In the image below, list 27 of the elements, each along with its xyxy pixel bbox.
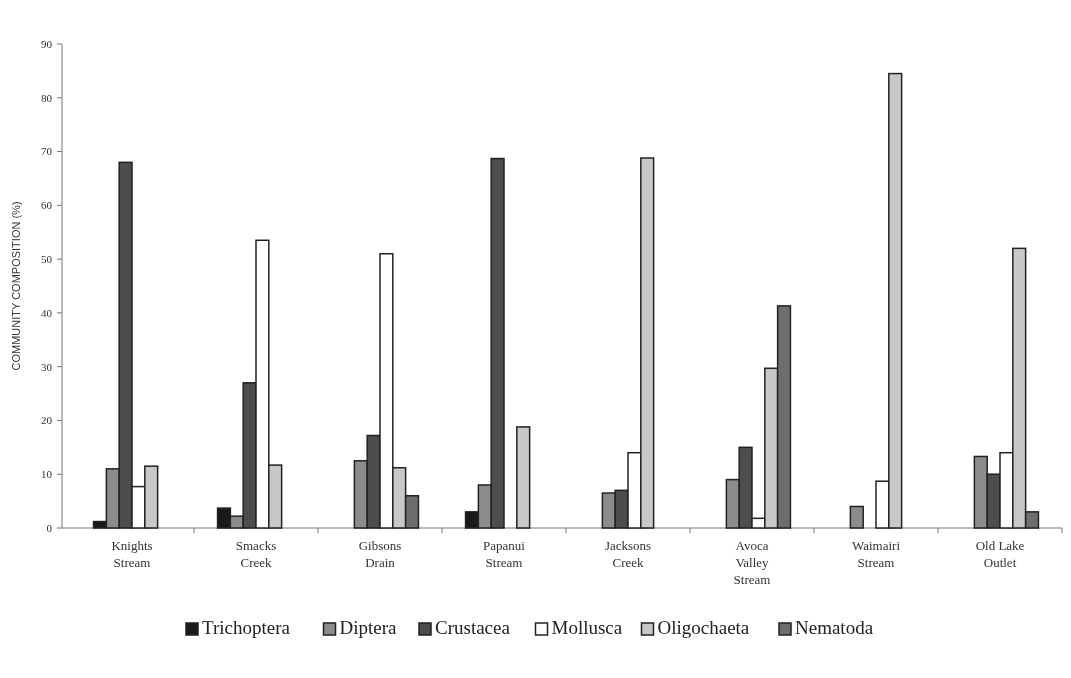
legend-label: Mollusca (551, 617, 623, 638)
y-axis-title: COMMUNITY COMPOSITION (%) (10, 201, 22, 371)
y-tick-label: 20 (41, 414, 53, 427)
bar (849, 505, 864, 529)
y-tick-label: 40 (41, 306, 53, 319)
y-tick-label: 90 (41, 37, 53, 50)
y-tick-label: 10 (41, 468, 53, 481)
x-tick-label: Papanui Stream (483, 538, 526, 570)
x-tick-label: Jacksons Creek (604, 538, 652, 570)
x-tick-label: Gibsons Drain (358, 538, 402, 570)
legend-label: Nematoda (795, 617, 874, 638)
bar (516, 426, 531, 529)
legend-label: Trichoptera (202, 617, 291, 638)
y-tick-label: 70 (41, 145, 53, 158)
x-tick-label: Knights Stream (111, 538, 153, 570)
y-tick-label: 50 (41, 252, 53, 265)
y-tick-label: 0 (46, 521, 53, 534)
legend-label: Oligochaeta (657, 617, 750, 638)
legend-label: Crustacea (435, 617, 511, 638)
x-tick-label: Avoca Valley Stream (733, 538, 771, 587)
x-tick-label: Smacks Creek (235, 538, 277, 570)
y-tick-label: 80 (41, 91, 53, 104)
y-tick-label: 30 (41, 360, 53, 373)
legend-label: Diptera (339, 617, 398, 638)
x-tick-label: Waimairi Stream (851, 538, 901, 570)
x-tick-label: Old Lake Outlet (975, 538, 1025, 570)
y-tick-label: 60 (41, 199, 53, 212)
